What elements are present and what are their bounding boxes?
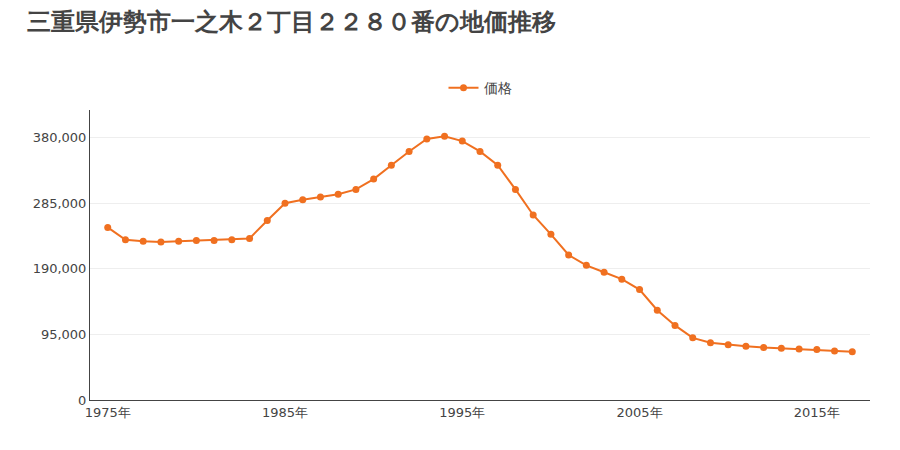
- svg-text:1995年: 1995年: [439, 405, 485, 420]
- svg-text:価格: 価格: [484, 80, 512, 96]
- svg-text:2005年: 2005年: [617, 405, 663, 420]
- svg-text:2015年: 2015年: [794, 405, 840, 420]
- svg-text:1975年: 1975年: [85, 405, 131, 420]
- svg-text:380,000: 380,000: [33, 130, 87, 145]
- svg-text:三重県伊勢市一之木２丁目２２８０番の地価推移: 三重県伊勢市一之木２丁目２２８０番の地価推移: [27, 8, 556, 36]
- svg-text:0: 0: [78, 393, 86, 408]
- svg-text:1985年: 1985年: [262, 405, 308, 420]
- svg-text:95,000: 95,000: [41, 327, 87, 342]
- svg-text:285,000: 285,000: [33, 196, 87, 211]
- svg-text:190,000: 190,000: [33, 261, 87, 276]
